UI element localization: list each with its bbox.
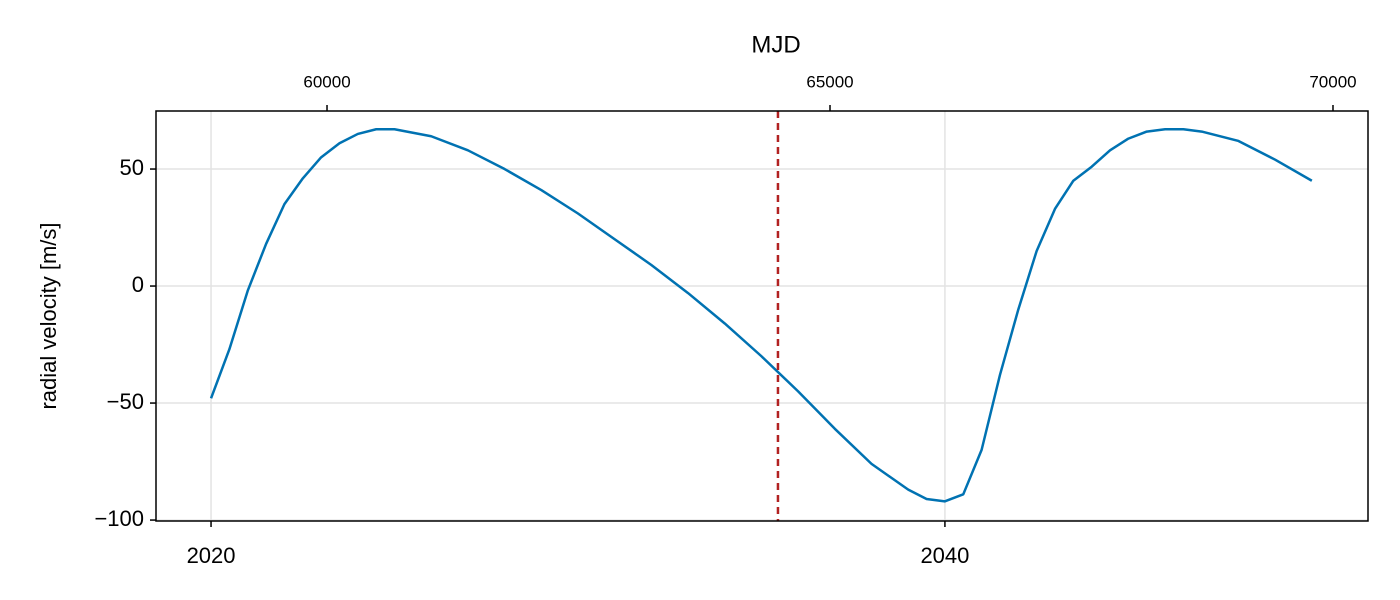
x-tick-label: 2020	[187, 543, 236, 568]
x2-axis-label: MJD	[751, 31, 800, 58]
y-tick-label: 0	[132, 272, 144, 297]
y-tick-label: −50	[107, 389, 144, 414]
y-tick-label: 50	[120, 155, 144, 180]
x2-tick-label: 60000	[303, 72, 350, 91]
x2-tick-label: 70000	[1309, 72, 1356, 91]
x2-tick-label: 65000	[806, 72, 853, 91]
y-axis-label: radial velocity [m/s]	[36, 222, 61, 409]
x-tick-label: 2040	[920, 543, 969, 568]
plot-frame	[155, 110, 1369, 522]
line-series	[209, 128, 1313, 503]
y-tick-label: −100	[94, 506, 144, 531]
